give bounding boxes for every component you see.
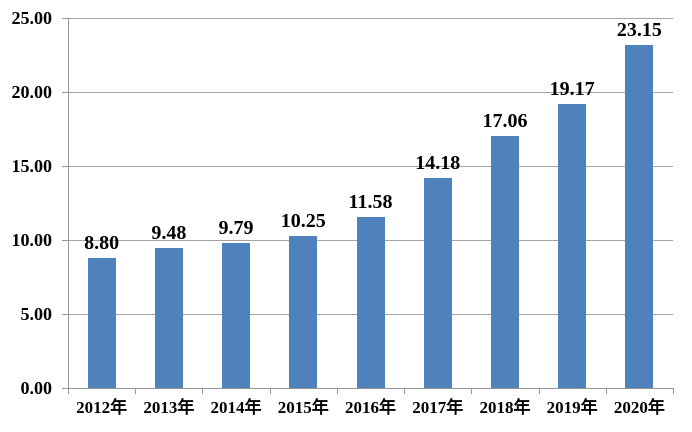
bar	[222, 243, 251, 388]
x-axis-tick-label: 2012年	[76, 398, 128, 417]
y-axis-tick-mark	[62, 240, 68, 241]
x-axis-tick-label: 2016年	[345, 398, 396, 417]
bar-value-label: 14.18	[415, 152, 461, 175]
bar-value-label: 17.06	[482, 109, 528, 132]
x-axis-tick-mark	[68, 388, 69, 394]
x-axis-line	[68, 388, 674, 389]
y-axis-tick-mark	[62, 314, 68, 315]
gridline	[68, 166, 673, 167]
x-axis-tick-label: 2014年	[210, 398, 262, 417]
y-axis-tick-label: 15.00	[11, 156, 53, 176]
y-axis-tick-label: 10.00	[11, 230, 53, 250]
bar	[87, 257, 116, 388]
bar-value-label: 23.15	[616, 19, 662, 42]
x-axis-tick-label: 2015年	[277, 398, 329, 417]
y-axis-tick-label: 20.00	[11, 82, 53, 102]
y-axis-tick-mark	[62, 388, 68, 389]
x-axis-tick-label: 2013年	[143, 398, 195, 417]
x-axis-tick-label: 2019年	[546, 398, 598, 417]
y-axis-line	[68, 18, 69, 388]
bar	[625, 45, 654, 388]
x-axis-tick-mark	[404, 388, 406, 394]
y-axis-tick-label: 25.00	[11, 8, 53, 28]
gridline	[68, 92, 673, 93]
x-axis-tick-mark	[135, 388, 137, 394]
bar-value-label: 19.17	[549, 78, 595, 101]
bar-value-label: 11.58	[348, 190, 393, 213]
bar	[423, 178, 452, 388]
x-axis-tick-label: 2018年	[479, 398, 531, 417]
x-axis-tick-label: 2020年	[613, 398, 665, 417]
bar	[289, 236, 318, 388]
bar	[154, 247, 183, 388]
bar-value-label: 9.48	[151, 221, 187, 244]
bar	[558, 104, 587, 388]
bar-value-label: 9.79	[218, 217, 254, 240]
x-axis-tick-mark	[538, 388, 540, 394]
y-axis-tick-mark	[62, 166, 68, 167]
x-axis-tick-mark	[605, 388, 607, 394]
y-axis-tick-label: 0.00	[20, 378, 53, 398]
gridline	[68, 18, 673, 19]
bar-value-label: 8.80	[84, 231, 120, 254]
x-axis-tick-mark	[202, 388, 204, 394]
plot-area: 8.80 9.48 9.79 10.25 11.58 14.18 17.06 19.17 23.…	[68, 18, 673, 388]
x-axis-tick-label: 2017年	[412, 398, 464, 417]
bar	[490, 135, 519, 388]
bar-value-label: 10.25	[280, 210, 326, 233]
x-axis-tick-mark	[269, 388, 271, 394]
y-axis-tick-mark	[62, 92, 68, 93]
x-axis-tick-mark	[336, 388, 338, 394]
bar	[356, 216, 385, 388]
x-axis-tick-mark	[471, 388, 473, 394]
x-axis-tick-mark	[673, 388, 674, 394]
y-axis-tick-label: 5.00	[20, 304, 53, 324]
y-axis-tick-mark	[62, 18, 68, 19]
